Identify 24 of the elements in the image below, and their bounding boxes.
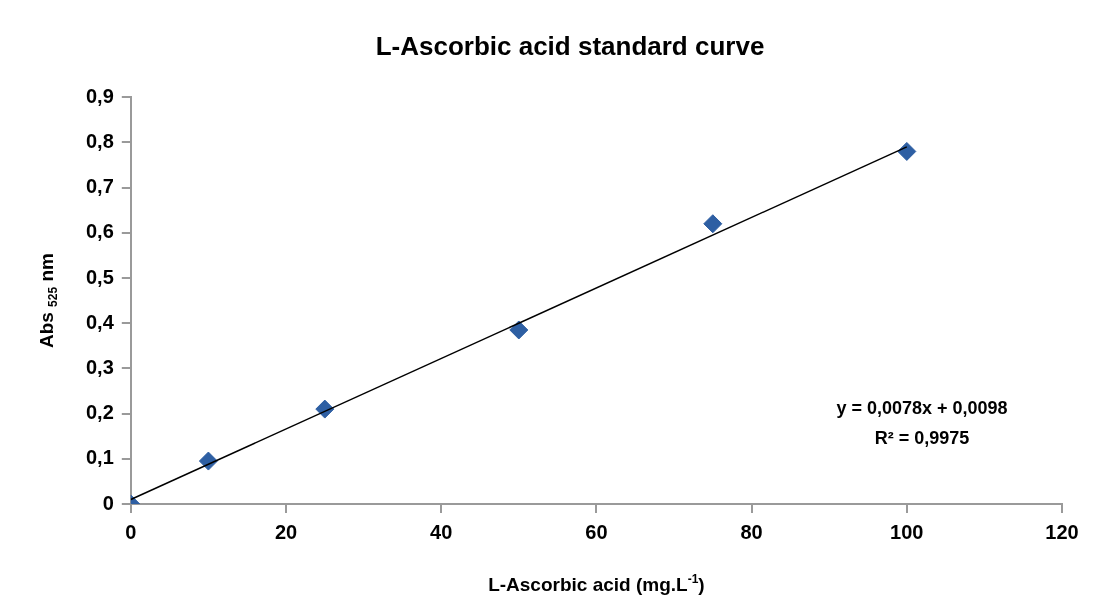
y-tick-label: 0,9 xyxy=(85,84,114,107)
y-tick-label: 0,8 xyxy=(85,129,114,152)
y-tick-label: 0,1 xyxy=(85,446,114,469)
y-tick-label: 0,4 xyxy=(85,310,115,333)
y-tick-label: 0,6 xyxy=(85,220,114,243)
annotation: R² = 0,9975 xyxy=(874,427,970,448)
point xyxy=(703,214,723,234)
annotation: y = 0,0078x + 0,0098 xyxy=(836,397,1008,418)
point xyxy=(897,141,917,161)
x-tick-label: 20 xyxy=(274,520,298,543)
x-tick-label: 120 xyxy=(1045,520,1079,543)
y-tick-label: 0,3 xyxy=(85,355,114,378)
x-tick-label: 40 xyxy=(430,520,453,543)
chart-title: L-Ascorbic acid standard curve xyxy=(375,30,765,61)
y-tick-label: 0,2 xyxy=(85,401,114,424)
y-tick-label: 0 xyxy=(102,491,114,514)
x-tick-label: 60 xyxy=(585,520,608,543)
y-tick-label: 0,7 xyxy=(85,175,114,198)
x-tick-label: 0 xyxy=(125,520,137,543)
x-tick-label: 80 xyxy=(740,520,763,543)
y-tick-label: 0,5 xyxy=(85,265,114,288)
x-tick-label: 100 xyxy=(890,520,924,543)
point xyxy=(509,320,529,340)
y-axis-title: Abs 525 nm xyxy=(36,253,61,349)
